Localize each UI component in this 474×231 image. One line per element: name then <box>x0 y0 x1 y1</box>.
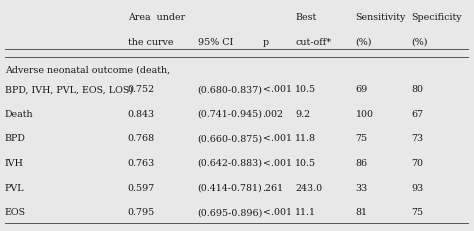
Text: 80: 80 <box>411 85 423 94</box>
Text: 10.5: 10.5 <box>295 158 316 167</box>
Text: (%): (%) <box>356 37 372 46</box>
Text: (0.741-0.945): (0.741-0.945) <box>198 109 263 118</box>
Text: <.001: <.001 <box>263 207 292 216</box>
Text: cut-off*: cut-off* <box>295 37 331 46</box>
Text: (0.660-0.875): (0.660-0.875) <box>198 134 263 143</box>
Text: 75: 75 <box>356 134 367 143</box>
Text: p: p <box>263 37 269 46</box>
Text: 0.597: 0.597 <box>128 183 155 192</box>
Text: 93: 93 <box>411 183 423 192</box>
Text: Sensitivity: Sensitivity <box>356 12 406 21</box>
Text: 69: 69 <box>356 85 368 94</box>
Text: 75: 75 <box>411 207 423 216</box>
Text: <.001: <.001 <box>263 158 292 167</box>
Text: 10.5: 10.5 <box>295 85 316 94</box>
Text: .002: .002 <box>263 109 283 118</box>
Text: <.001: <.001 <box>263 85 292 94</box>
Text: (0.680-0.837): (0.680-0.837) <box>198 85 263 94</box>
Text: Area  under: Area under <box>128 12 185 21</box>
Text: 0.763: 0.763 <box>128 158 155 167</box>
Text: 67: 67 <box>411 109 423 118</box>
Text: EOS: EOS <box>5 207 26 216</box>
Text: PVL: PVL <box>5 183 24 192</box>
Text: .261: .261 <box>263 183 283 192</box>
Text: 73: 73 <box>411 134 423 143</box>
Text: 81: 81 <box>356 207 367 216</box>
Text: 0.843: 0.843 <box>128 109 155 118</box>
Text: 11.1: 11.1 <box>295 207 316 216</box>
Text: 0.752: 0.752 <box>128 85 155 94</box>
Text: 33: 33 <box>356 183 368 192</box>
Text: BPD: BPD <box>5 134 26 143</box>
Text: 86: 86 <box>356 158 367 167</box>
Text: BPD, IVH, PVL, EOS, LOS): BPD, IVH, PVL, EOS, LOS) <box>5 85 133 94</box>
Text: 0.768: 0.768 <box>128 134 155 143</box>
Text: 0.795: 0.795 <box>128 207 155 216</box>
Text: 243.0: 243.0 <box>295 183 322 192</box>
Text: 95% CI: 95% CI <box>198 37 233 46</box>
Text: 100: 100 <box>356 109 374 118</box>
Text: Death: Death <box>5 109 33 118</box>
Text: (0.642-0.883): (0.642-0.883) <box>198 158 263 167</box>
Text: 70: 70 <box>411 158 423 167</box>
Text: Specificity: Specificity <box>411 12 462 21</box>
Text: Best: Best <box>295 12 316 21</box>
Text: 9.2: 9.2 <box>295 109 310 118</box>
Text: 11.8: 11.8 <box>295 134 316 143</box>
Text: the curve: the curve <box>128 37 173 46</box>
Text: IVH: IVH <box>5 158 24 167</box>
Text: (0.695-0.896): (0.695-0.896) <box>198 207 263 216</box>
Text: Adverse neonatal outcome (death,: Adverse neonatal outcome (death, <box>5 66 170 75</box>
Text: <.001: <.001 <box>263 134 292 143</box>
Text: (0.414-0.781): (0.414-0.781) <box>198 183 262 192</box>
Text: (%): (%) <box>411 37 428 46</box>
